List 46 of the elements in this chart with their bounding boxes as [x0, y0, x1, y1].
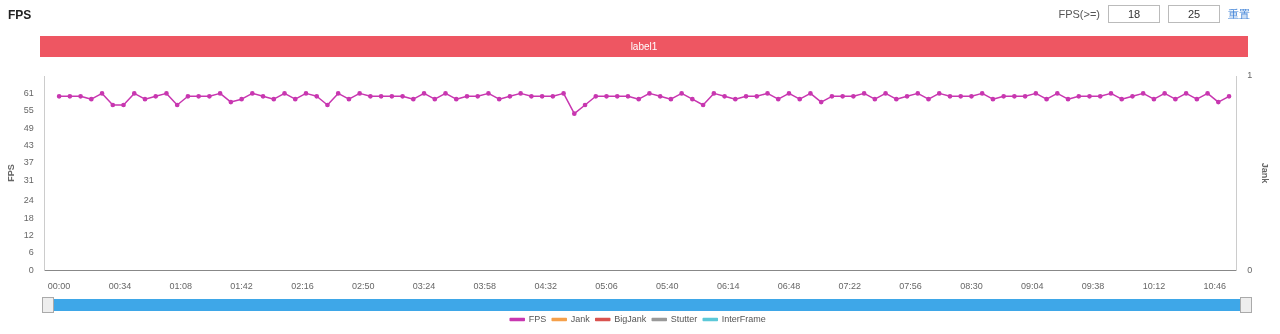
- text: FPS(>=): [1058, 8, 1100, 20]
- x-tick-label: 02:16: [291, 281, 314, 292]
- legend-label: InterFrame: [721, 313, 766, 324]
- x-tick-label: 10:46: [1203, 281, 1226, 292]
- x-tick-label: 10:12: [1142, 281, 1166, 292]
- legend-label: Jank: [570, 313, 591, 324]
- y-tick-label: 49: [23, 122, 34, 133]
- x-tick-label: 01:42: [230, 281, 253, 292]
- legend-label: BigJank: [614, 313, 647, 324]
- x-tick-label: 06:48: [777, 281, 801, 292]
- x-tick-label: 00:00: [47, 281, 71, 292]
- y-tick-label: 18: [23, 212, 34, 223]
- x-tick-label: 04:32: [534, 281, 557, 292]
- y2-tick-label: 0: [1247, 264, 1253, 275]
- x-tick-label: 02:50: [351, 281, 375, 292]
- y-axis-title: FPS: [5, 164, 16, 182]
- y-tick-label: 6: [28, 247, 34, 258]
- y-tick-label: 31: [23, 174, 34, 185]
- y-tick-label: 55: [23, 105, 34, 116]
- x-tick-label: 07:22: [838, 281, 862, 292]
- y-tick-label: 43: [23, 140, 34, 151]
- x-tick-label: 08:30: [960, 281, 983, 292]
- label-strip: label1: [40, 36, 1248, 57]
- text: 18: [1108, 5, 1160, 23]
- y2-tick-label: 1: [1247, 70, 1253, 81]
- text: 重置: [1228, 6, 1250, 22]
- y-tick-label: 37: [23, 157, 34, 168]
- x-tick-label: 00:34: [108, 281, 132, 292]
- y-tick-label: 0: [28, 264, 34, 275]
- y2-axis-title: Jank: [1260, 162, 1271, 185]
- x-tick-label: 09:04: [1021, 281, 1044, 292]
- y-tick-label: 12: [23, 229, 34, 240]
- chart-title: FPS: [8, 8, 32, 22]
- x-tick-label: 09:38: [1081, 281, 1105, 292]
- x-tick-label: 07:56: [899, 281, 922, 292]
- x-tick-label: 06:14: [716, 281, 740, 292]
- legend-label: Stutter: [670, 313, 698, 324]
- x-tick-label: 01:08: [169, 281, 193, 292]
- x-tick-label: 05:40: [656, 281, 679, 292]
- x-tick-label: 03:58: [473, 281, 497, 292]
- x-tick-label: 05:06: [595, 281, 618, 292]
- legend-label: FPS: [528, 313, 547, 324]
- y-tick-label: 24: [23, 195, 34, 206]
- text: 25: [1168, 5, 1220, 23]
- x-tick-label: 03:24: [412, 281, 436, 292]
- y-tick-label: 61: [23, 87, 34, 98]
